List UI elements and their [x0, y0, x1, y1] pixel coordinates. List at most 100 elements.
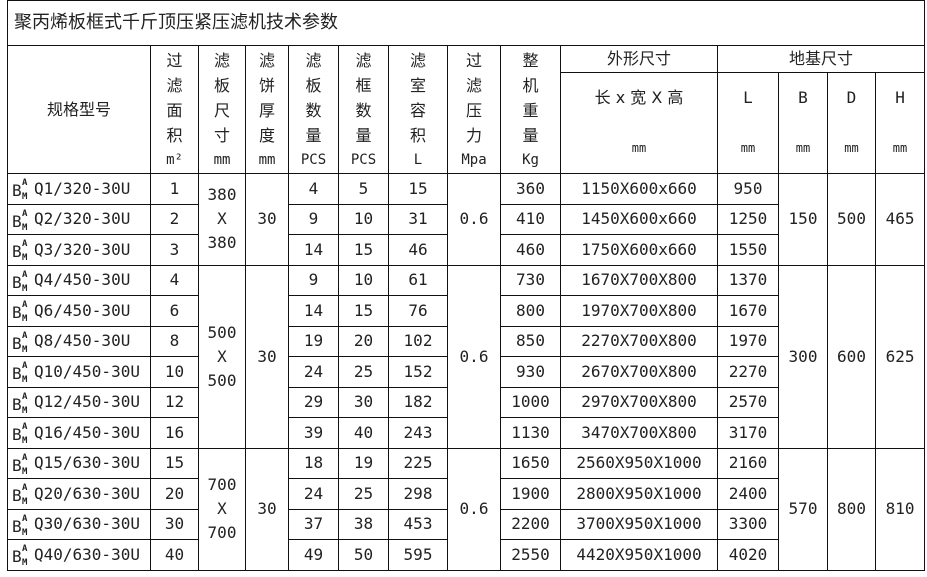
header-outline: 长 x 宽 X 高 mm: [560, 71, 718, 175]
cell-outline: 2670X700X800: [560, 356, 718, 388]
cell-area: 1: [150, 173, 199, 205]
prefix-base: B: [12, 303, 22, 323]
prefix-base: B: [12, 394, 22, 414]
plate-size-part: 380: [207, 233, 237, 253]
cell-frames: 10: [338, 264, 389, 296]
cell-plates: 19: [288, 325, 339, 357]
header-unit: mm: [740, 140, 756, 155]
cell-frames: 25: [338, 356, 389, 388]
cell-plates: 18: [288, 447, 339, 479]
cell-volume: 152: [388, 356, 448, 388]
header-char: 滤: [166, 76, 183, 95]
table-row: B A M Q10/450-30U 10 24 25 152 930 2670X700X800 22…: [7, 356, 925, 388]
prefix-base: B: [12, 486, 22, 506]
cell-volume: 76: [388, 295, 448, 327]
model-code: Q10/450-30U: [34, 361, 140, 381]
prefix-sup: A: [22, 239, 28, 250]
cell-volume: 182: [388, 386, 448, 418]
prefix-base: B: [12, 425, 22, 445]
header-unit: PCS: [300, 152, 327, 168]
header-char: 积: [409, 126, 426, 145]
plate-size-part: X: [217, 346, 227, 366]
cell-outline: 2970X700X800: [560, 386, 718, 418]
header-unit: m²: [166, 152, 183, 168]
cell-area: 12: [150, 386, 199, 418]
cell-model: B A M Q2/320-30U: [7, 203, 151, 235]
header-char: 量: [522, 126, 539, 145]
header-weight: 整机重量 Kg: [500, 45, 561, 174]
cell-area: 20: [150, 478, 199, 510]
cell-weight: 800: [500, 295, 561, 327]
header-unit: Mpa: [461, 152, 487, 168]
cell-H: 465: [874, 173, 926, 266]
cell-volume: 595: [388, 539, 448, 571]
cell-plates: 29: [288, 386, 339, 418]
prefix-sup: A: [22, 178, 28, 189]
cell-plates: 24: [288, 478, 339, 510]
cell-weight: 1900: [500, 478, 561, 510]
cell-weight: 360: [500, 173, 561, 205]
header-char: 尺: [213, 101, 230, 120]
header-plate_size: 滤板尺寸 mm: [198, 45, 246, 174]
prefix-sup: A: [22, 391, 28, 402]
prefix-sub: M: [22, 405, 28, 416]
cell-outline: 4420X950X1000: [560, 539, 718, 571]
cell-L: 1970: [717, 325, 779, 357]
header-outline-label: 长 x 宽 X 高: [594, 87, 684, 107]
prefix-sup: A: [22, 483, 28, 494]
prefix-sup: A: [22, 452, 28, 463]
header-cake: 滤饼厚度 mm: [245, 45, 289, 174]
header-char: 压: [465, 101, 482, 120]
cell-area: 2: [150, 203, 199, 235]
prefix-sub: M: [22, 283, 28, 294]
model-code: Q4/450-30U: [34, 270, 131, 290]
cell-area: 15: [150, 447, 199, 479]
table-row: B A M Q2/320-30U 2 9 10 31 410 1450X600x660 1250: [7, 203, 925, 235]
table-row: B A M Q30/630-30U 30 37 38 453 2200 3700X950X1000…: [7, 508, 925, 540]
prefix-sup: A: [22, 269, 28, 280]
cell-volume: 453: [388, 508, 448, 540]
header-char: 过: [465, 51, 482, 70]
cell-L: 2270: [717, 356, 779, 388]
cell-plates: 9: [288, 203, 339, 235]
header-frames: 滤框数量 PCS: [338, 45, 389, 174]
cell-model: B A M Q4/450-30U: [7, 264, 151, 296]
header-char: 度: [258, 126, 275, 145]
cell-area: 4: [150, 264, 199, 296]
cell-frames: 15: [338, 295, 389, 327]
cell-area: 10: [150, 356, 199, 388]
cell-model: B A M Q1/320-30U: [7, 173, 151, 205]
prefix-sub: M: [22, 558, 28, 569]
cell-volume: 46: [388, 234, 448, 266]
model-code: Q1/320-30U: [34, 178, 131, 198]
plate-size-part: 500: [207, 322, 237, 342]
header-char: 重: [522, 101, 539, 120]
header-label: D: [846, 87, 857, 107]
header-char: 滤: [465, 76, 482, 95]
model-code: Q8/450-30U: [34, 331, 131, 351]
header-label: L: [743, 87, 753, 107]
cell-volume: 298: [388, 478, 448, 510]
table-row: B A M Q8/450-30U 8 19 20 102 850 2270X700X800 1970: [7, 325, 925, 357]
cell-volume: 225: [388, 447, 448, 479]
cell-area: 8: [150, 325, 199, 357]
cell-weight: 410: [500, 203, 561, 235]
plate-size-part: 700: [207, 523, 237, 542]
cell-weight: 730: [500, 264, 561, 296]
cell-outline: 1670X700X800: [560, 264, 718, 296]
prefix-sub: M: [22, 314, 28, 325]
cell-H: 810: [874, 447, 926, 571]
plate-size-part: X: [217, 209, 227, 229]
header-char: 滤: [305, 51, 322, 70]
cell-frames: 20: [338, 325, 389, 357]
